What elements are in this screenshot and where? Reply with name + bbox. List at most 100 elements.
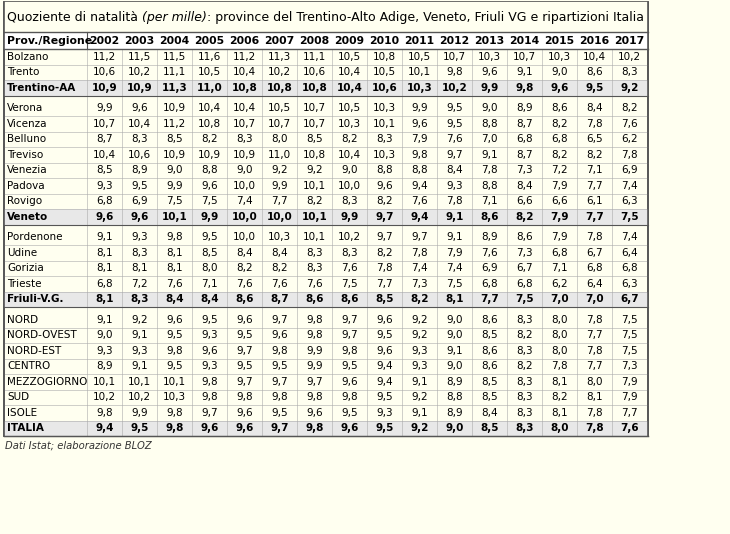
Text: 7,7: 7,7 [586,330,603,340]
Text: 9,9: 9,9 [306,345,323,356]
Text: 7,6: 7,6 [166,279,182,289]
Text: 9,1: 9,1 [96,232,113,242]
Text: Veneto: Veneto [7,212,48,222]
Text: 6,1: 6,1 [586,197,603,206]
Text: 10,4: 10,4 [338,150,361,160]
Text: 9,6: 9,6 [200,423,219,433]
Text: 9,1: 9,1 [445,212,464,222]
Text: 10,2: 10,2 [618,52,641,62]
Text: SUD: SUD [7,392,29,402]
Text: 10,9: 10,9 [163,103,186,113]
Text: 8,3: 8,3 [131,134,147,144]
Text: 7,0: 7,0 [481,134,498,144]
Text: 8,7: 8,7 [516,119,533,129]
Text: 8,3: 8,3 [516,345,533,356]
Text: 8,5: 8,5 [201,248,218,258]
Text: 8,2: 8,2 [271,263,288,273]
Text: 9,5: 9,5 [166,361,182,371]
Text: 10,4: 10,4 [93,150,116,160]
Text: 8,3: 8,3 [516,377,533,387]
Text: 7,8: 7,8 [586,232,603,242]
Text: 7,5: 7,5 [621,315,638,325]
Text: 8,7: 8,7 [270,294,289,304]
Text: 8,2: 8,2 [516,330,533,340]
Text: 11,3: 11,3 [161,83,188,93]
Text: 7,6: 7,6 [620,423,639,433]
Text: 7,8: 7,8 [586,119,603,129]
Text: 10,8: 10,8 [231,83,258,93]
Text: 8,8: 8,8 [481,180,498,191]
Text: 6,3: 6,3 [621,197,638,206]
Text: 7,8: 7,8 [586,315,603,325]
Text: 9,3: 9,3 [131,232,147,242]
Text: 9,2: 9,2 [410,423,429,433]
Text: MEZZOGIORNO: MEZZOGIORNO [7,377,88,387]
Text: 7,5: 7,5 [446,279,463,289]
Text: 7,7: 7,7 [480,294,499,304]
Text: 7,2: 7,2 [551,165,568,175]
Text: 10,1: 10,1 [161,212,188,222]
Text: 8,8: 8,8 [376,165,393,175]
Text: 8,9: 8,9 [446,377,463,387]
Text: 7,3: 7,3 [516,165,533,175]
Text: 10,1: 10,1 [303,180,326,191]
Text: 9,6: 9,6 [96,212,114,222]
Text: 9,9: 9,9 [131,408,147,418]
Text: 9,8: 9,8 [271,345,288,356]
Text: 8,3: 8,3 [237,134,253,144]
Text: 11,0: 11,0 [268,150,291,160]
Text: 8,4: 8,4 [271,248,288,258]
Text: 8,2: 8,2 [515,212,534,222]
Text: 9,5: 9,5 [341,361,358,371]
Text: 10,8: 10,8 [301,83,327,93]
Text: 10,7: 10,7 [233,119,256,129]
Text: 9,6: 9,6 [340,423,358,433]
Text: 8,8: 8,8 [481,119,498,129]
Text: 7,5: 7,5 [621,330,638,340]
Text: ITALIA: ITALIA [7,423,44,433]
Text: 9,4: 9,4 [95,423,114,433]
Text: 10,7: 10,7 [303,119,326,129]
Text: Prov./Regione: Prov./Regione [7,35,92,45]
Text: 11,2: 11,2 [163,119,186,129]
Text: 2006: 2006 [229,35,260,45]
Text: 8,6: 8,6 [340,294,358,304]
Text: 8,7: 8,7 [96,134,113,144]
Text: NORD-EST: NORD-EST [7,345,61,356]
Text: 8,6: 8,6 [480,212,499,222]
Text: 7,4: 7,4 [621,232,638,242]
Text: 9,7: 9,7 [306,377,323,387]
Text: 6,9: 6,9 [481,263,498,273]
Text: 9,5: 9,5 [237,361,253,371]
Text: 6,7: 6,7 [620,294,639,304]
Text: Vicenza: Vicenza [7,119,47,129]
Text: 7,5: 7,5 [621,345,638,356]
Text: 6,8: 6,8 [516,279,533,289]
Text: 7,8: 7,8 [586,408,603,418]
Text: 7,6: 7,6 [481,248,498,258]
Text: 10,9: 10,9 [127,83,153,93]
Text: 10,0: 10,0 [233,180,256,191]
Text: 8,5: 8,5 [481,377,498,387]
Bar [4,292,648,307]
Text: 9,7: 9,7 [411,232,428,242]
Text: 7,3: 7,3 [621,361,638,371]
Text: 6,8: 6,8 [481,279,498,289]
Text: 9,5: 9,5 [166,330,182,340]
Text: 11,1: 11,1 [303,52,326,62]
Text: 10,1: 10,1 [163,377,186,387]
Text: 8,5: 8,5 [96,165,113,175]
Text: 9,6: 9,6 [481,67,498,77]
Text: 9,2: 9,2 [411,392,428,402]
Text: 9,3: 9,3 [131,345,147,356]
Text: 9,7: 9,7 [201,408,218,418]
Text: 10,0: 10,0 [233,232,256,242]
Text: 2004: 2004 [159,35,190,45]
Text: 8,2: 8,2 [237,263,253,273]
Text: 8,3: 8,3 [130,294,149,304]
Text: 10,2: 10,2 [338,232,361,242]
Text: Trento: Trento [7,67,39,77]
Text: ISOLE: ISOLE [7,408,37,418]
Text: 10,5: 10,5 [338,52,361,62]
Text: 8,5: 8,5 [480,423,499,433]
